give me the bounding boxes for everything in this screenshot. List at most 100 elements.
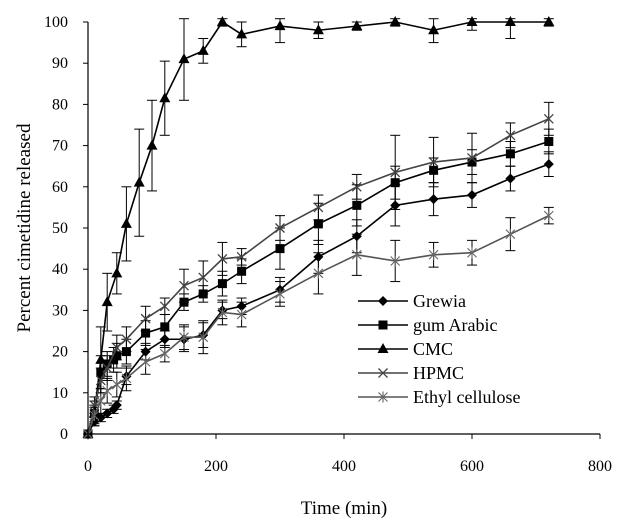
- series-ethyl-cellulose: [83, 206, 554, 440]
- legend-label: HPMC: [413, 363, 464, 383]
- legend-swatch-marker: [378, 368, 388, 378]
- data-point: [111, 267, 123, 278]
- data-point: [428, 24, 440, 35]
- y-tick-label: 0: [60, 426, 68, 443]
- data-point: [275, 244, 285, 254]
- legend-label: gum Arabic: [413, 315, 497, 335]
- data-point: [428, 194, 439, 205]
- legend-swatch-marker: [378, 320, 388, 330]
- legend-swatch-marker: [378, 296, 388, 306]
- data-point: [505, 130, 516, 141]
- data-point: [275, 288, 285, 300]
- data-point: [197, 44, 209, 55]
- data-point: [236, 251, 247, 262]
- legend-item: CMC: [358, 339, 453, 359]
- data-point: [505, 173, 516, 184]
- data-point: [275, 223, 285, 233]
- series-line: [87, 118, 550, 435]
- legend-item: Grewia: [358, 291, 466, 311]
- data-point: [102, 363, 113, 374]
- data-point: [504, 16, 516, 26]
- data-point: [390, 167, 401, 178]
- data-point: [178, 53, 190, 64]
- data-point: [505, 149, 515, 159]
- legend-label: CMC: [413, 339, 453, 359]
- data-point: [237, 266, 247, 276]
- y-tick-label: 60: [52, 179, 68, 196]
- data-point: [313, 267, 324, 279]
- series-hpmc: [83, 101, 554, 439]
- data-point: [146, 139, 158, 150]
- data-point: [543, 159, 554, 170]
- data-point: [236, 309, 247, 321]
- data-point: [111, 400, 122, 411]
- data-point: [389, 16, 401, 26]
- y-tick-label: 50: [52, 220, 68, 237]
- data-point: [101, 296, 113, 307]
- data-point: [102, 385, 113, 397]
- y-tick-label: 90: [52, 55, 68, 72]
- data-point: [217, 279, 227, 289]
- legend-label: Grewia: [413, 291, 466, 311]
- data-point: [351, 181, 362, 192]
- x-tick-label: 0: [84, 458, 92, 475]
- data-point: [133, 176, 145, 187]
- data-point: [179, 280, 189, 291]
- data-point: [543, 16, 555, 26]
- data-point: [351, 20, 363, 31]
- data-point: [95, 395, 106, 407]
- data-point: [428, 249, 439, 261]
- legend-item: gum Arabic: [358, 315, 497, 335]
- data-point: [159, 348, 170, 360]
- y-tick-label: 80: [52, 96, 68, 113]
- data-point: [274, 20, 286, 31]
- data-point: [390, 255, 401, 267]
- data-point: [467, 247, 477, 259]
- data-point: [159, 92, 171, 103]
- data-point: [111, 342, 122, 353]
- series-layer: [82, 16, 555, 440]
- x-tick-label: 400: [332, 458, 356, 475]
- data-point: [120, 217, 132, 228]
- data-point: [89, 409, 100, 421]
- x-axis-title: Time (min): [301, 498, 387, 519]
- data-point: [313, 202, 324, 213]
- data-point: [313, 219, 323, 229]
- data-point: [217, 306, 228, 318]
- y-tick-label: 40: [52, 261, 68, 278]
- x-tick-label: 200: [204, 458, 228, 475]
- data-point: [352, 200, 362, 210]
- data-point: [312, 24, 324, 35]
- data-point: [95, 375, 106, 386]
- data-point: [467, 190, 477, 201]
- legend: Grewia gum Arabic CMC HPMC Ethyl cellulose: [358, 291, 520, 407]
- tick-layer: 0 200 400 600 800 0 10 20 30 40 50 60 70 80 90 100: [44, 14, 612, 475]
- y-tick-label: 100: [44, 14, 68, 31]
- x-tick-label: 800: [588, 458, 612, 475]
- y-axis-title: Percent cimetidine released: [14, 123, 35, 332]
- data-point: [111, 379, 122, 391]
- data-point: [543, 210, 554, 222]
- data-point: [160, 322, 170, 332]
- data-point: [141, 328, 151, 338]
- legend-swatch-marker: [377, 343, 389, 353]
- data-point: [505, 228, 516, 240]
- data-point: [543, 113, 554, 124]
- y-tick-label: 20: [52, 344, 68, 361]
- data-point: [95, 353, 107, 364]
- x-tick-label: 600: [460, 458, 484, 475]
- data-point: [236, 28, 248, 39]
- data-point: [102, 408, 113, 419]
- data-point: [140, 356, 151, 368]
- data-point: [216, 16, 228, 26]
- legend-label: Ethyl cellulose: [413, 387, 520, 407]
- y-tick-label: 30: [52, 302, 68, 319]
- legend-swatch-marker: [378, 391, 388, 403]
- data-point: [121, 334, 132, 345]
- data-point: [217, 253, 228, 264]
- data-point: [198, 272, 209, 283]
- data-point: [428, 157, 439, 168]
- data-point: [351, 249, 362, 261]
- y-tick-label: 10: [52, 385, 68, 402]
